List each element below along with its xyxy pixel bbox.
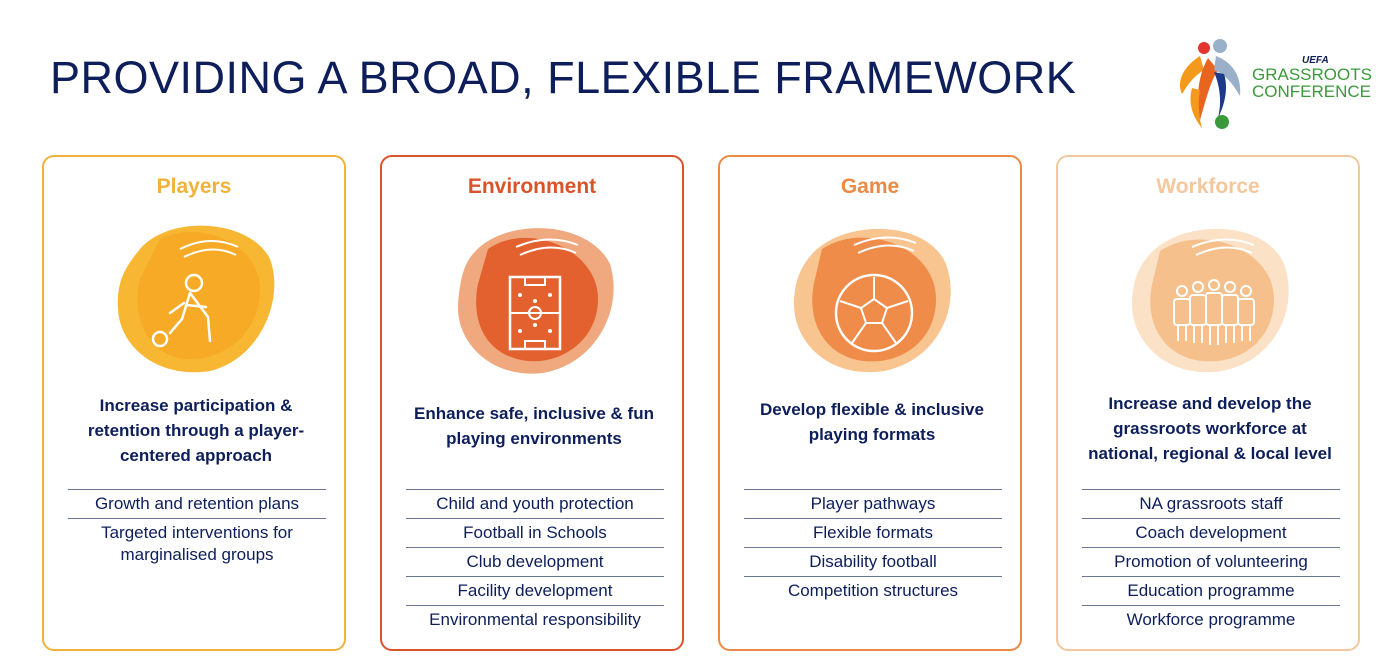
card-workforce: Workforce Increase and develop the grass… <box>1056 155 1360 651</box>
card-description-environment: Enhance safe, inclusive & fun playing en… <box>414 404 654 448</box>
football-ball-icon <box>794 228 951 373</box>
list-item: Football in Schools <box>406 518 664 547</box>
card-game: Game Develop flexible & inclusive playin… <box>718 155 1022 651</box>
card-title-game: Game <box>840 175 900 198</box>
list-item: Growth and retention plans <box>68 489 326 518</box>
list-item: Competition structures <box>744 576 1002 605</box>
card-items-players: Growth and retention plans Targeted inte… <box>68 489 326 569</box>
card-title-environment: Environment <box>467 175 597 198</box>
card-title-workforce: Workforce <box>1156 175 1260 198</box>
logo-line-conference: CONFERENCE <box>1252 82 1372 101</box>
list-item: Targeted interventions for marginalised … <box>68 518 326 569</box>
card-description-players: Increase participation & retention throu… <box>87 396 305 465</box>
football-player-icon <box>117 225 275 373</box>
list-item: Education programme <box>1082 576 1340 605</box>
card-items-workforce: NA grassroots staff Coach development Pr… <box>1082 489 1340 634</box>
list-item: Environmental responsibility <box>406 605 664 634</box>
list-item: Promotion of volunteering <box>1082 547 1340 576</box>
list-item: Player pathways <box>744 489 1002 518</box>
list-item: Facility development <box>406 576 664 605</box>
card-description-game: Develop flexible & inclusive playing for… <box>760 400 984 444</box>
list-item: Coach development <box>1082 518 1340 547</box>
logo-line-grassroots: GRASSROOTS <box>1252 65 1372 84</box>
card-players: Players Increase participation & retenti… <box>42 155 346 651</box>
list-item: Disability football <box>744 547 1002 576</box>
football-pitch-icon <box>457 228 614 374</box>
page-title: PROVIDING A BROAD, FLEXIBLE FRAMEWORK <box>50 52 1077 103</box>
list-item: Flexible formats <box>744 518 1002 547</box>
uefa-label: UEFA <box>1302 55 1329 66</box>
grassroots-figures-icon <box>1180 39 1241 129</box>
card-description-workforce: Increase and develop the grassroots work… <box>1088 394 1332 463</box>
card-items-game: Player pathways Flexible formats Disabil… <box>744 489 1002 605</box>
card-environment: Environment Enhance safe, inclusive & fu… <box>380 155 684 651</box>
list-item: Child and youth protection <box>406 489 664 518</box>
card-items-environment: Child and youth protection Football in S… <box>406 489 664 634</box>
list-item: NA grassroots staff <box>1082 489 1340 518</box>
card-title-players: Players <box>156 175 232 198</box>
uefa-grassroots-logo: UEFA GRASSROOTS CONFERENCE <box>1170 36 1380 136</box>
list-item: Club development <box>406 547 664 576</box>
people-group-icon <box>1132 228 1289 373</box>
list-item: Workforce programme <box>1082 605 1340 634</box>
